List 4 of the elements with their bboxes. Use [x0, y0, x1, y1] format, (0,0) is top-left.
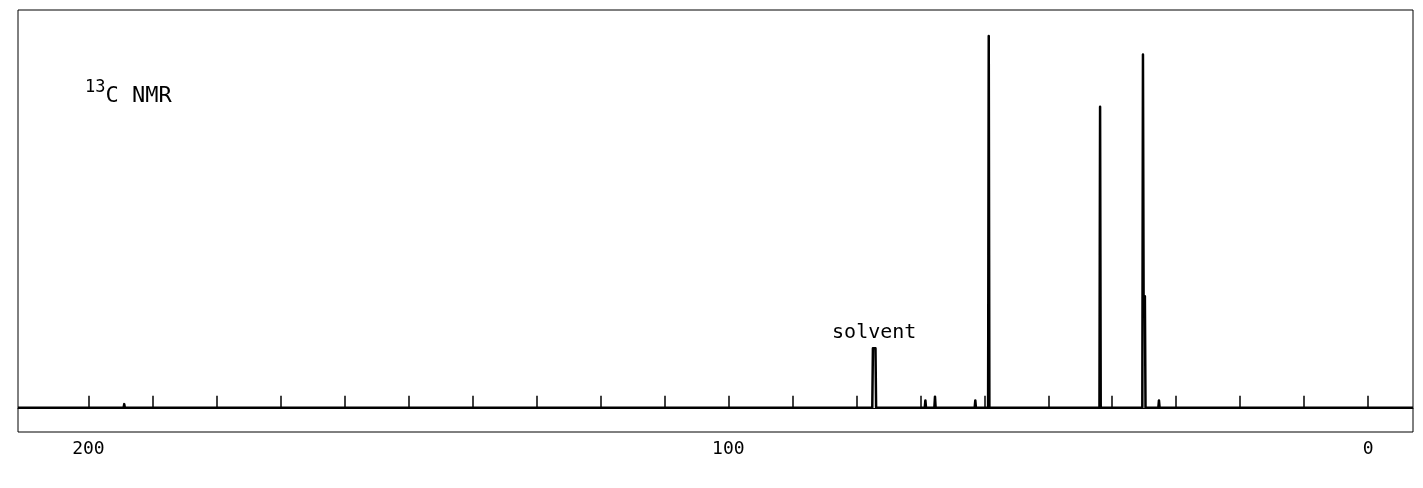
- annotation: solvent: [832, 319, 917, 344]
- x-tick-label: 0: [1362, 436, 1374, 458]
- x-tick-label: 100: [712, 436, 745, 458]
- x-tick-label: 200: [72, 436, 105, 458]
